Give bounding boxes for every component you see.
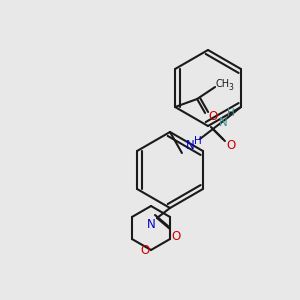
Text: O: O	[208, 110, 218, 124]
Text: N: N	[218, 116, 227, 128]
Text: N: N	[147, 218, 155, 232]
Text: O: O	[171, 230, 181, 242]
Text: H: H	[227, 108, 235, 118]
Text: N: N	[185, 139, 194, 152]
Text: O: O	[140, 244, 150, 257]
Text: O: O	[226, 139, 236, 152]
Text: CH: CH	[215, 79, 229, 89]
Text: H: H	[194, 136, 202, 146]
Text: 3: 3	[229, 82, 233, 91]
